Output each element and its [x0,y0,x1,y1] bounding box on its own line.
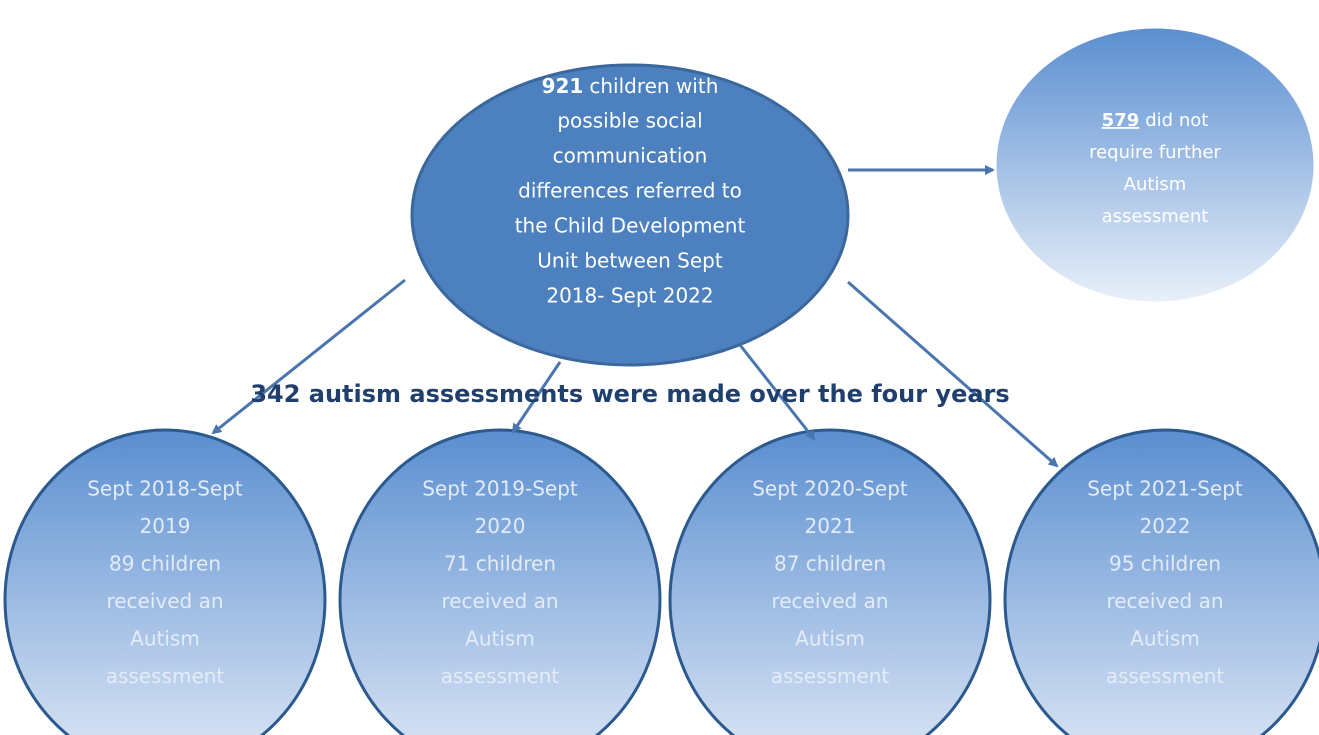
node-text-line: require further [1089,142,1221,163]
year-node-line: 71 children [444,552,556,576]
year-node-line: received an [771,589,888,613]
year-node-line: 2022 [1140,514,1191,538]
arrow [211,278,406,435]
year-node-line: 2019 [140,514,191,538]
year-node-line: assessment [1106,664,1225,688]
node-number: 579 [1102,110,1140,131]
arrow [511,361,562,434]
node-text-line: did not [1145,110,1208,131]
year-node-line: Sept 2019-Sept [422,477,578,501]
year-node-line: 2021 [805,514,856,538]
year-node [668,428,992,735]
year-node-line: assessment [106,664,225,688]
year-node-line: Autism [465,627,535,651]
node-text-line: possible social [557,109,702,133]
node-text-line: assessment [1102,206,1209,227]
year-node-line: 89 children [109,552,221,576]
year-node-line: received an [106,589,223,613]
node-number: 921 [542,74,584,98]
year-node-line: Autism [795,627,865,651]
year-node [3,428,327,735]
node-text-line: children with [589,74,718,98]
arrow [738,344,816,441]
side-node [993,25,1317,305]
node-text-line: communication [553,144,708,168]
top-node [410,63,850,367]
year-node-line: Autism [1130,627,1200,651]
year-node-line: 2020 [475,514,526,538]
year-node [1003,428,1319,735]
year-node-line: received an [1106,589,1223,613]
year-node-line: Autism [130,627,200,651]
node-text-line: Autism [1124,174,1187,195]
year-node-line: 95 children [1109,552,1221,576]
node-text-line: the Child Development [515,214,746,238]
node-text-line: Unit between Sept [537,249,723,273]
year-node-line: Sept 2020-Sept [752,477,908,501]
year-node [338,428,662,735]
year-node-line: 87 children [774,552,886,576]
year-node-line: assessment [771,664,890,688]
year-node-line: Sept 2018-Sept [87,477,243,501]
arrows [211,165,1059,468]
node-text-line: 2018- Sept 2022 [546,284,713,308]
year-node-line: assessment [441,664,560,688]
heading: 342 autism assessments were made over th… [250,380,1009,408]
node-text-line: differences referred to [518,179,742,203]
year-node-line: Sept 2021-Sept [1087,477,1243,501]
year-node-line: received an [441,589,558,613]
node-text: 921 children with [542,74,719,98]
node-text: 579 did not [1102,110,1209,131]
arrow [847,280,1059,468]
